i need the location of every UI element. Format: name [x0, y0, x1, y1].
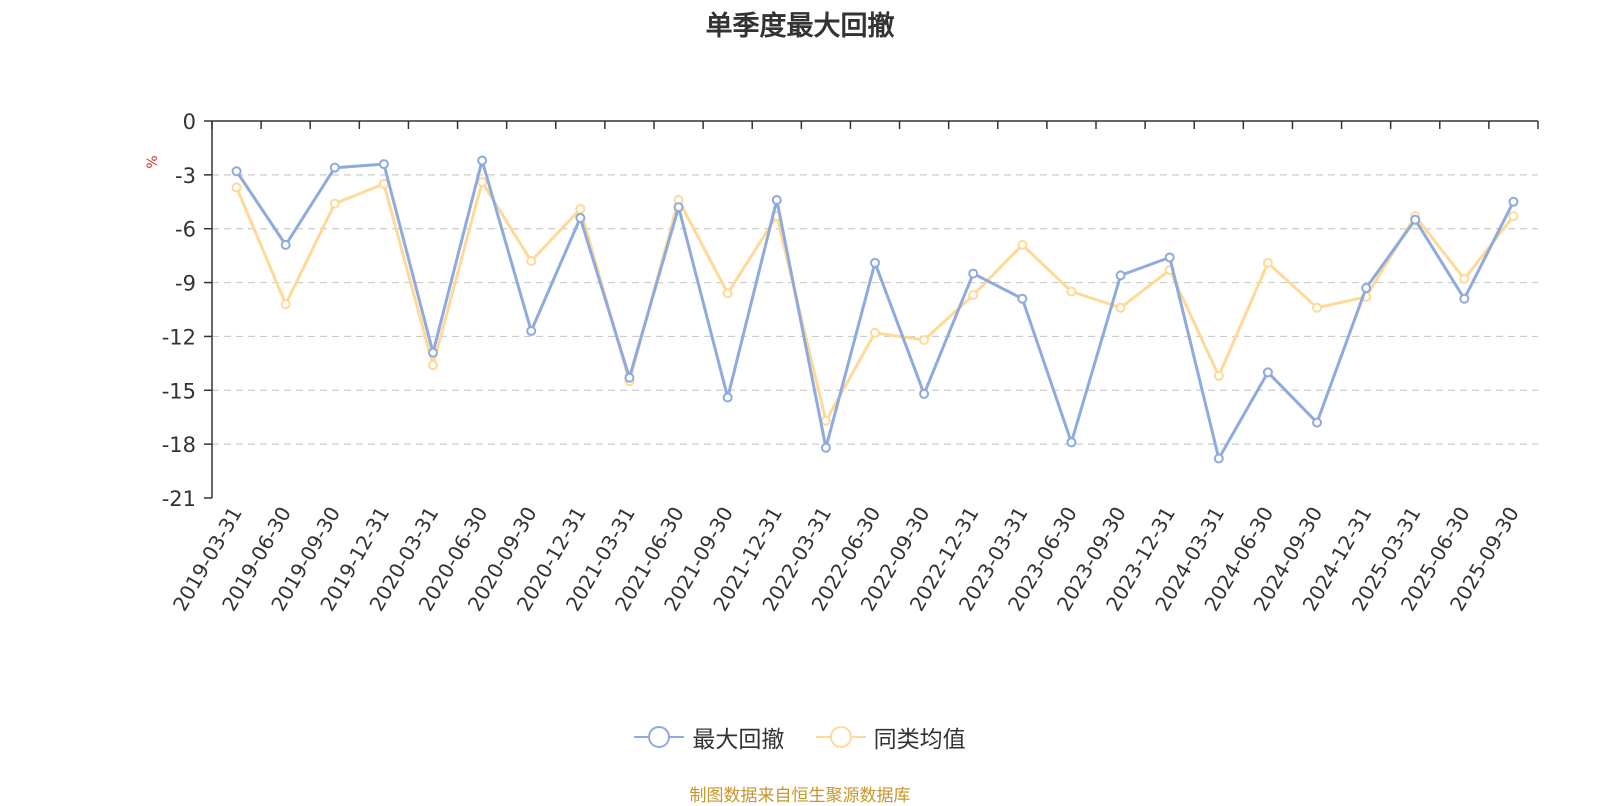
legend-item-max-drawdown[interactable]: 最大回撤 — [634, 720, 784, 754]
data-point[interactable] — [820, 442, 831, 453]
grid-lines — [212, 174, 1538, 445]
data-point[interactable] — [1213, 370, 1224, 381]
data-point[interactable] — [968, 290, 979, 301]
data-point[interactable] — [526, 256, 537, 267]
data-point[interactable] — [1066, 437, 1077, 448]
y-tick-label: -15 — [162, 379, 196, 403]
data-point[interactable] — [870, 257, 880, 268]
data-point[interactable] — [1508, 211, 1519, 222]
data-point[interactable] — [428, 360, 438, 371]
data-point[interactable] — [575, 203, 586, 214]
data-point[interactable] — [329, 162, 340, 173]
data-point[interactable] — [575, 212, 586, 223]
y-tick-label: -9 — [175, 272, 196, 296]
data-point[interactable] — [231, 182, 242, 193]
data-point[interactable] — [526, 326, 537, 337]
y-tick-label: -6 — [175, 218, 196, 242]
data-point[interactable] — [1459, 273, 1470, 284]
data-point[interactable] — [1164, 252, 1175, 263]
data-point[interactable] — [1361, 282, 1372, 293]
data-point[interactable] — [329, 198, 340, 209]
x-tick-labels: 2019-03-312019-06-302019-09-302019-12-31… — [168, 121, 1539, 615]
data-point[interactable] — [771, 194, 782, 205]
data-point[interactable] — [1262, 367, 1273, 378]
data-point[interactable] — [1459, 293, 1470, 304]
axes — [211, 120, 1538, 498]
legend-label: 同类均值 — [873, 727, 966, 753]
data-point[interactable] — [1017, 239, 1028, 250]
y-tick-labels: 0 -3 -6 -9 -12 -15 -18 -21 — [162, 110, 212, 511]
data-point[interactable] — [280, 299, 291, 310]
y-tick-label: -3 — [175, 164, 196, 188]
data-point[interactable] — [1017, 293, 1028, 304]
data-point[interactable] — [378, 178, 389, 189]
data-point[interactable] — [378, 159, 389, 170]
data-point[interactable] — [428, 347, 438, 358]
data-point[interactable] — [919, 388, 930, 399]
data-point[interactable] — [1066, 286, 1077, 297]
legend-marker-icon — [634, 726, 685, 748]
data-point[interactable] — [1312, 302, 1322, 313]
data-point[interactable] — [1508, 196, 1519, 207]
series-layer — [231, 155, 1519, 464]
series-line — [235, 180, 1515, 423]
data-point[interactable] — [968, 268, 979, 279]
source-note: 制图数据来自恒生聚源数据库 — [689, 786, 911, 806]
data-point[interactable] — [722, 392, 733, 403]
data-point[interactable] — [919, 335, 930, 346]
data-point[interactable] — [820, 415, 831, 426]
y-tick-label: -12 — [162, 325, 196, 349]
chart-title: 单季度最大回撤 — [705, 11, 895, 42]
data-point[interactable] — [1312, 417, 1322, 428]
data-point[interactable] — [1115, 302, 1126, 313]
series-0 — [231, 155, 1519, 464]
legend-label: 最大回撤 — [692, 727, 785, 753]
data-point[interactable] — [477, 177, 488, 188]
y-tick-label: 0 — [183, 110, 196, 134]
y-axis-label: % — [145, 155, 161, 168]
legend-item-peer-average[interactable]: 同类均值 — [815, 720, 966, 754]
series-line — [235, 159, 1515, 460]
data-point[interactable] — [870, 327, 880, 338]
legend: 最大回撤 同类均值 — [0, 720, 1600, 755]
y-tick-label: -21 — [162, 487, 196, 511]
data-point[interactable] — [231, 166, 242, 177]
data-point[interactable] — [673, 202, 684, 213]
data-point[interactable] — [1213, 453, 1224, 464]
series-1 — [231, 177, 1519, 426]
data-point[interactable] — [1115, 270, 1126, 281]
data-point[interactable] — [280, 239, 291, 250]
y-tick-label: -18 — [162, 433, 196, 457]
data-point[interactable] — [722, 288, 733, 299]
data-point[interactable] — [1410, 214, 1421, 225]
data-point[interactable] — [624, 372, 635, 383]
data-point[interactable] — [1262, 257, 1273, 268]
legend-marker-icon — [815, 726, 866, 748]
data-point[interactable] — [477, 155, 488, 166]
